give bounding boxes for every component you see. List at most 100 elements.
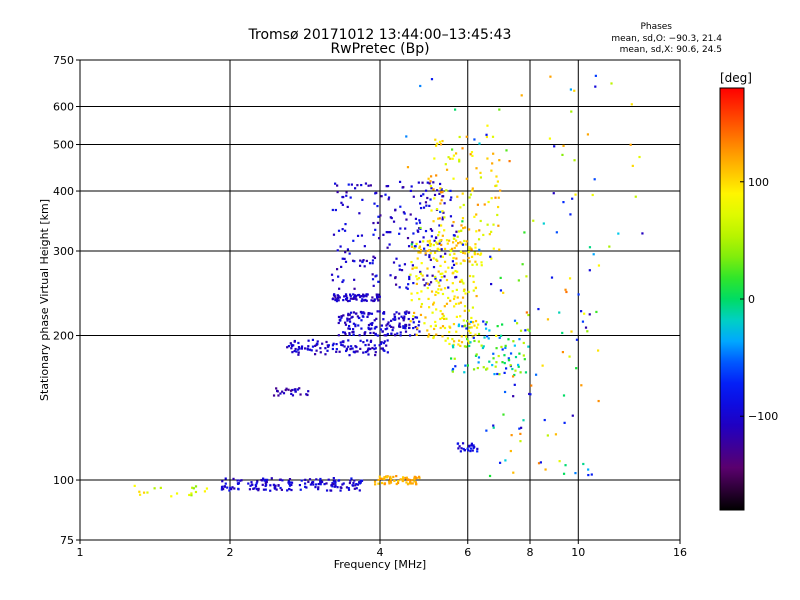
data-point [307,480,310,483]
data-point [317,488,320,491]
data-point [385,324,388,327]
data-point [575,367,578,370]
data-point [458,160,461,163]
data-point [306,348,310,351]
data-point [325,482,328,485]
data-point [499,289,503,292]
data-point [453,246,456,250]
data-point [482,366,485,369]
data-point [441,272,444,275]
data-point [354,295,357,298]
data-point [485,133,488,136]
data-point [353,479,356,482]
data-point [460,278,463,281]
data-point [471,263,474,266]
data-point [415,275,418,278]
data-point [356,184,359,187]
data-point [434,236,438,239]
data-point [453,295,456,298]
data-point [431,274,434,277]
data-point [430,78,434,81]
data-point [412,326,415,330]
data-point [448,239,451,242]
data-point [452,263,456,267]
data-point [448,253,452,256]
data-point [588,246,592,249]
data-point [494,365,497,368]
data-point [534,373,538,376]
data-point [472,444,475,447]
data-point [451,344,455,347]
data-point [384,328,387,331]
data-point [469,341,472,344]
phases-title: Phases [640,22,672,32]
data-point [498,373,501,376]
data-point [349,479,352,482]
data-point [344,333,347,336]
data-point [461,147,464,150]
data-point [250,483,254,486]
data-point [468,445,471,448]
data-point [439,264,442,268]
data-point [411,264,414,267]
data-point [475,230,478,233]
data-point [356,315,359,318]
phases-o-mode: mean, sd,O: −90.3, 21.4 [611,34,722,44]
data-point [558,460,561,463]
data-point [344,297,348,301]
data-point [394,283,398,286]
y-tick-label: 75 [60,534,74,547]
data-point [494,196,497,199]
data-point [349,293,352,296]
data-point [389,274,392,277]
data-point [275,488,278,491]
data-point [418,297,421,301]
data-point [407,311,411,314]
data-point [424,229,428,233]
data-point [387,480,391,483]
data-point [377,299,380,302]
data-point [423,284,426,287]
data-point [266,478,269,481]
data-point [451,282,454,285]
data-point [336,190,339,194]
data-point [488,233,491,236]
data-point [269,489,272,492]
data-point [385,334,388,337]
data-point [395,257,398,260]
data-point [596,349,600,352]
data-point [332,342,335,345]
data-point [505,149,508,152]
data-point [300,479,303,482]
data-point [408,334,412,337]
data-point [348,252,351,255]
colorbar-tick-label: 0 [748,293,755,306]
data-point [454,269,457,273]
data-point [544,468,547,471]
data-point [331,344,335,347]
data-point [478,229,481,232]
data-point [436,142,439,145]
data-point [347,314,350,317]
data-point [190,492,193,495]
data-point [418,240,422,243]
data-point [340,343,343,346]
data-point [445,317,448,320]
data-point [331,347,334,351]
data-point [512,340,515,343]
data-point [473,253,476,256]
data-point [470,316,473,320]
data-point [370,312,374,315]
x-tick-label: 6 [464,546,471,559]
data-point [416,291,419,295]
data-point [340,201,343,204]
data-point [409,213,412,216]
data-point [434,275,437,279]
data-point [492,426,495,429]
data-point [530,384,533,387]
data-point [476,203,479,206]
data-point [369,340,372,343]
data-point [190,494,193,497]
data-point [336,486,339,489]
data-point [410,292,413,295]
